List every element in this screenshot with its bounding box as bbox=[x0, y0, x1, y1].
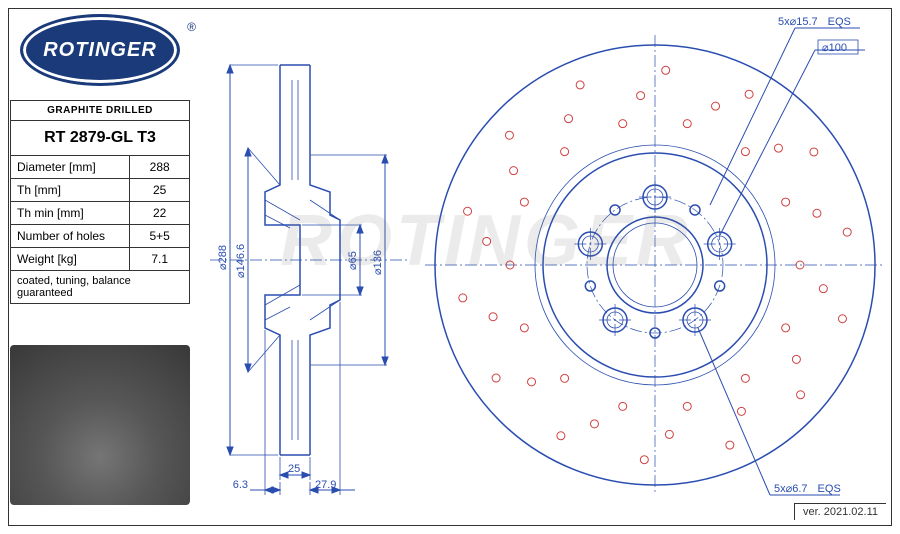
dim-bolt-pattern: 5x⌀15.7EQS bbox=[778, 16, 851, 28]
dim-hat-depth: 27.9 bbox=[315, 479, 336, 491]
spec-label: Number of holes bbox=[11, 225, 130, 248]
spec-value: 22 bbox=[130, 202, 190, 225]
spec-label: Diameter [mm] bbox=[11, 156, 130, 179]
side-view-drawing: ⌀288 ⌀146.6 ⌀65 ⌀136 25 6.3 27.9 bbox=[210, 20, 410, 500]
registered-mark: ® bbox=[187, 20, 196, 34]
logo-oval: ROTINGER bbox=[20, 14, 180, 86]
dim-outer-dia: ⌀288 bbox=[217, 245, 229, 270]
dim-bore-dia: ⌀65 bbox=[347, 251, 359, 270]
spec-table: GRAPHITE DRILLED RT 2879-GL T3 Diameter … bbox=[10, 100, 190, 304]
dim-inner-face-dia: ⌀136 bbox=[372, 250, 384, 275]
spec-value: 25 bbox=[130, 179, 190, 202]
dim-thickness: 25 bbox=[288, 463, 300, 475]
version-label: ver. 2021.02.11 bbox=[794, 503, 886, 520]
spec-value: 5+5 bbox=[130, 225, 190, 248]
spec-value: 288 bbox=[130, 156, 190, 179]
spec-label: Th min [mm] bbox=[11, 202, 130, 225]
part-number: RT 2879-GL T3 bbox=[11, 121, 190, 156]
spec-header: GRAPHITE DRILLED bbox=[11, 101, 190, 121]
dim-offset: 6.3 bbox=[233, 479, 248, 491]
dim-hat-dia: ⌀146.6 bbox=[235, 244, 247, 278]
spec-label: Weight [kg] bbox=[11, 248, 130, 271]
spec-note: coated, tuning, balance guaranteed bbox=[11, 271, 190, 304]
brand-logo: ROTINGER ® bbox=[10, 14, 190, 86]
dim-drill-pattern: 5x⌀6.7EQS bbox=[774, 483, 841, 495]
logo-text: ROTINGER bbox=[43, 39, 157, 62]
spec-value: 7.1 bbox=[130, 248, 190, 271]
spec-label: Th [mm] bbox=[11, 179, 130, 202]
front-view-drawing: 5x⌀15.7EQS ⌀100 5x⌀6.7EQS bbox=[420, 10, 890, 515]
dim-pcd: ⌀100 bbox=[822, 42, 847, 54]
